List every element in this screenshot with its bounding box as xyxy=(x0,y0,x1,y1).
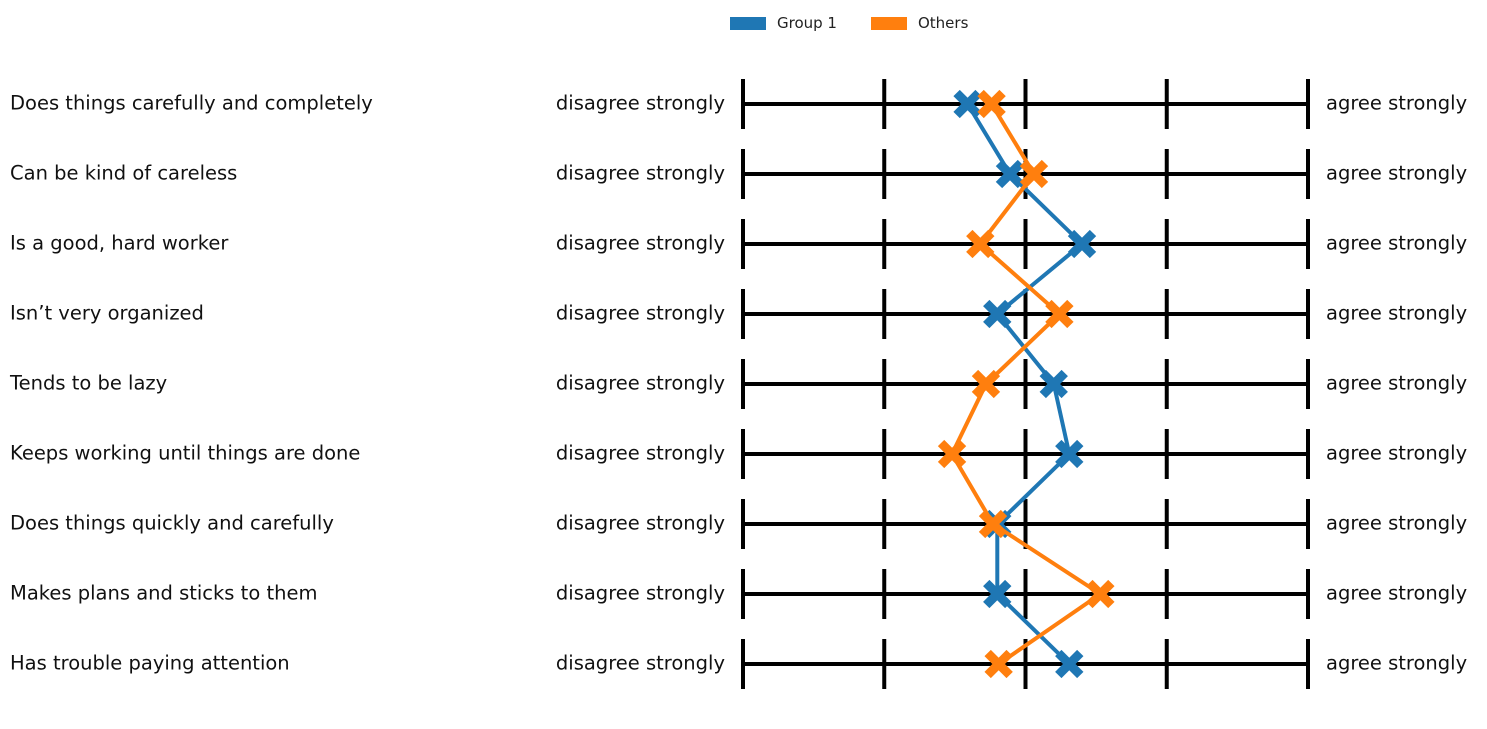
scale-min-label: disagree strongly xyxy=(556,512,725,535)
scale-row-has-trouble-paying-attention: Has trouble paying attention disagree str… xyxy=(10,639,1467,689)
marker-group-1-keeps-working-until-things-are-done xyxy=(1055,439,1084,469)
scale-max-label: agree strongly xyxy=(1326,372,1467,395)
scale-max-label: agree strongly xyxy=(1326,162,1467,185)
marker-group-1-has-trouble-paying-attention xyxy=(1055,649,1084,679)
scale-row-can-be-kind-of-careless: Can be kind of careless disagree strongly… xyxy=(10,149,1467,199)
scale-row-does-things-carefully-and-completely: Does things carefully and completely disa… xyxy=(10,79,1467,129)
scale-max-label: agree strongly xyxy=(1326,652,1467,675)
scale-row-makes-plans-and-sticks-to-them: Makes plans and sticks to them disagree s… xyxy=(10,569,1467,619)
item-label: Does things quickly and carefully xyxy=(10,512,334,535)
item-label: Is a good, hard worker xyxy=(10,232,229,255)
marker-group-1-is-a-good-hard-worker xyxy=(1067,229,1097,259)
scale-max-label: agree strongly xyxy=(1326,512,1467,535)
scale-min-label: disagree strongly xyxy=(556,372,725,395)
marker-group-1-tends-to-be-lazy xyxy=(1039,369,1068,399)
legend: Group 1 Others xyxy=(730,14,1002,32)
legend-item-others: Others xyxy=(870,14,969,32)
scale-max-label: agree strongly xyxy=(1326,302,1467,325)
marker-others-does-things-quickly-and-carefully xyxy=(978,509,1008,539)
item-label: Does things carefully and completely xyxy=(10,92,373,115)
marker-group-1-can-be-kind-of-careless xyxy=(995,159,1025,189)
scale-max-label: agree strongly xyxy=(1326,582,1467,605)
item-label: Keeps working until things are done xyxy=(10,442,360,465)
legend-item-group-1: Group 1 xyxy=(730,14,837,32)
scale-max-label: agree strongly xyxy=(1326,232,1467,255)
marker-group-1-makes-plans-and-sticks-to-them xyxy=(983,579,1012,609)
marker-others-is-a-good-hard-worker xyxy=(966,229,995,259)
legend-label-group-1: Group 1 xyxy=(777,14,837,32)
scale-row-does-things-quickly-and-carefully: Does things quickly and carefully disagre… xyxy=(10,499,1467,549)
marker-others-makes-plans-and-sticks-to-them xyxy=(1086,579,1115,609)
marker-others-does-things-carefully-and-completely xyxy=(977,89,1006,119)
marker-group-1-isn-t-very-organized xyxy=(983,299,1012,329)
marker-others-isn-t-very-organized xyxy=(1045,299,1074,329)
marker-others-tends-to-be-lazy xyxy=(971,369,1001,399)
scale-row-isn-t-very-organized: Isn’t very organized disagree strongly agr… xyxy=(10,289,1467,339)
scale-min-label: disagree strongly xyxy=(556,582,725,605)
item-label: Tends to be lazy xyxy=(9,372,167,395)
scale-min-label: disagree strongly xyxy=(556,232,725,255)
legend-label-others: Others xyxy=(917,14,969,32)
scale-max-label: agree strongly xyxy=(1326,92,1467,115)
scale-min-label: disagree strongly xyxy=(556,652,725,675)
item-label: Makes plans and sticks to them xyxy=(10,582,317,605)
marker-others-can-be-kind-of-careless xyxy=(1019,159,1049,189)
scale-min-label: disagree strongly xyxy=(556,92,725,115)
scale-row-keeps-working-until-things-are-done: Keeps working until things are done disag… xyxy=(10,429,1467,479)
scale-max-label: agree strongly xyxy=(1326,442,1467,465)
scale-min-label: disagree strongly xyxy=(556,162,725,185)
scale-min-label: disagree strongly xyxy=(556,442,725,465)
item-label: Isn’t very organized xyxy=(10,302,204,325)
item-label: Has trouble paying attention xyxy=(10,652,290,675)
legend-swatch-others xyxy=(870,16,907,30)
scale-row-tends-to-be-lazy: Tends to be lazy disagree strongly agree s… xyxy=(9,359,1467,409)
legend-swatch-group-1 xyxy=(730,16,766,30)
marker-group-1-does-things-carefully-and-completely xyxy=(953,89,982,119)
scale-row-is-a-good-hard-worker: Is a good, hard worker disagree strongly a… xyxy=(10,219,1467,269)
marker-others-keeps-working-until-things-are-done xyxy=(937,439,967,469)
scale-min-label: disagree strongly xyxy=(556,302,725,325)
marker-others-has-trouble-paying-attention xyxy=(984,649,1013,679)
item-label: Can be kind of careless xyxy=(10,162,237,185)
